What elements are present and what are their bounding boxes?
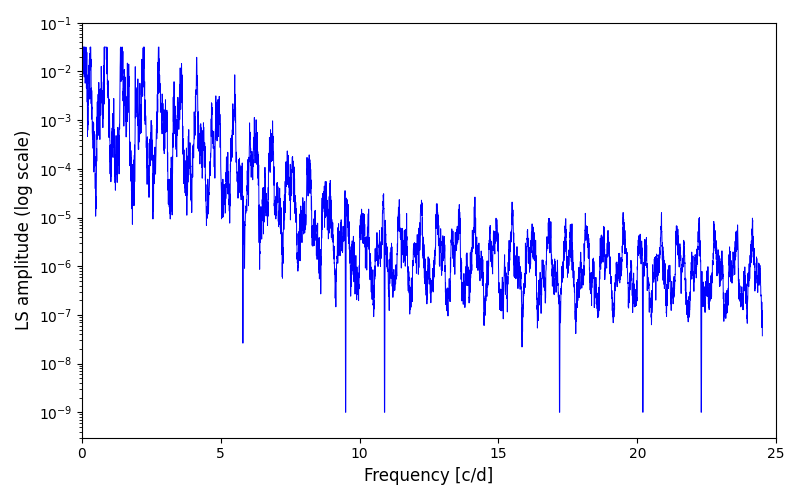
Y-axis label: LS amplitude (log scale): LS amplitude (log scale) (15, 130, 33, 330)
X-axis label: Frequency [c/d]: Frequency [c/d] (364, 467, 494, 485)
